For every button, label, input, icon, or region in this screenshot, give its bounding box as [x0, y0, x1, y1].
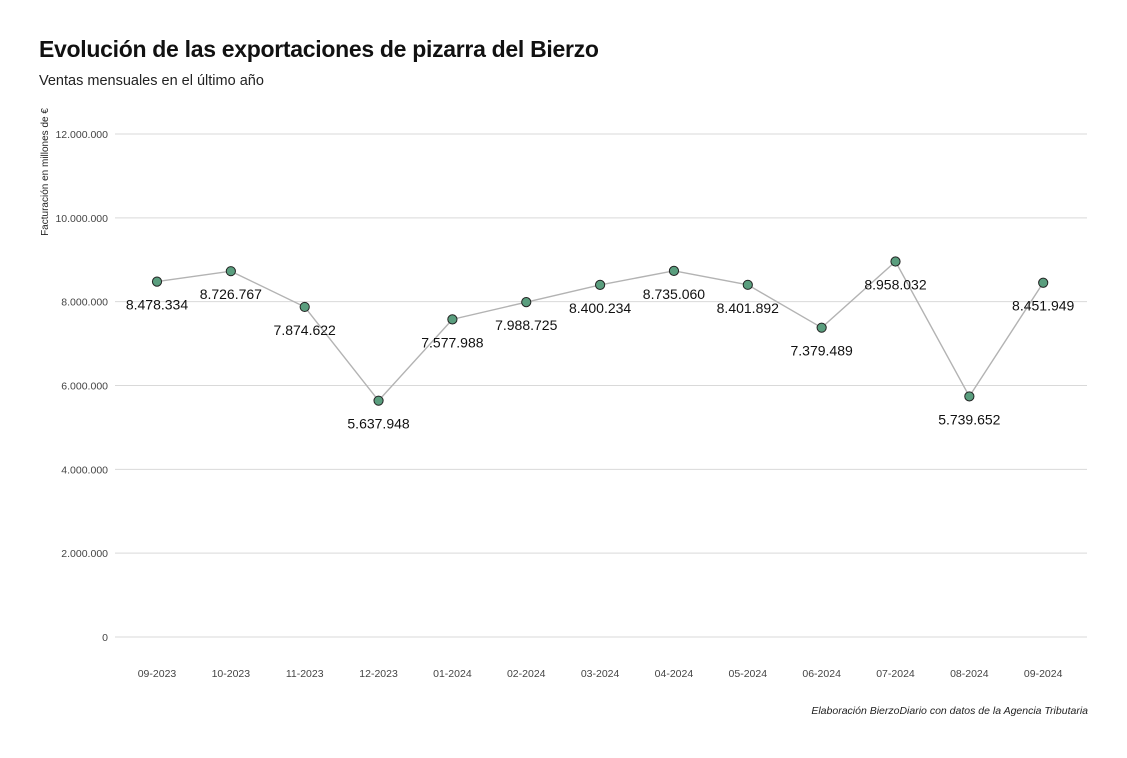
data-point: [890, 256, 901, 267]
x-tick-label: 06-2024: [802, 668, 841, 680]
data-labels: 8.478.334 8.726.767 7.874.622 5.637.948 7.57…: [126, 277, 1075, 432]
y-tick-label: 4.000.000: [61, 464, 108, 476]
source-caption: Elaboración BierzoDiario con datos de la…: [811, 705, 1088, 717]
data-point: [964, 391, 975, 402]
x-tick-label: 07-2024: [876, 668, 915, 680]
data-label: 8.401.892: [717, 300, 779, 316]
x-tick-label: 10-2023: [212, 668, 251, 680]
y-axis-ticks: 0 2.000.000 4.000.000 6.000.000 8.000.000 10.…: [55, 129, 108, 644]
x-axis-ticks: 09-2023 10-2023 11-2023 12-2023 01-2024 02-20…: [138, 668, 1063, 680]
x-tick-label: 02-2024: [507, 668, 546, 680]
data-point: [225, 266, 236, 277]
y-tick-label: 0: [102, 632, 108, 644]
data-point: [1038, 277, 1049, 288]
data-label: 8.735.060: [643, 286, 705, 302]
x-tick-label: 03-2024: [581, 668, 620, 680]
x-tick-label: 12-2023: [359, 668, 398, 680]
x-tick-label: 04-2024: [655, 668, 694, 680]
y-axis-label: Facturación en millones de €: [40, 108, 51, 236]
data-label: 8.400.234: [569, 300, 631, 316]
data-point: [742, 279, 753, 290]
data-label: 5.739.652: [938, 411, 1000, 427]
x-tick-label: 05-2024: [729, 668, 768, 680]
y-tick-label: 6.000.000: [61, 381, 108, 393]
data-point: [373, 395, 384, 406]
data-point: [595, 279, 606, 290]
data-label: 8.726.767: [200, 286, 262, 302]
y-tick-label: 10.000.000: [55, 213, 108, 225]
data-label: 7.988.725: [495, 317, 557, 333]
data-label: 5.637.948: [347, 416, 409, 432]
data-label: 7.379.489: [791, 343, 853, 359]
data-point: [151, 276, 163, 287]
y-tick-label: 2.000.000: [61, 548, 108, 560]
data-point: [521, 297, 532, 308]
chart-title: Evolución de las exportaciones de pizarr…: [39, 36, 599, 62]
x-tick-label: 09-2024: [1024, 668, 1063, 680]
y-tick-label: 8.000.000: [61, 297, 108, 309]
chart-subtitle: Ventas mensuales en el último año: [39, 73, 264, 89]
data-point: [668, 265, 680, 276]
x-tick-label: 08-2024: [950, 668, 989, 680]
data-label: 8.958.032: [864, 277, 926, 293]
data-point: [299, 301, 310, 313]
x-tick-label: 09-2023: [138, 668, 177, 680]
x-tick-label: 01-2024: [433, 668, 472, 680]
data-point: [816, 322, 827, 333]
data-label: 8.478.334: [126, 297, 188, 313]
x-tick-label: 11-2023: [286, 668, 324, 680]
data-points: [151, 256, 1049, 406]
data-point: [447, 314, 458, 325]
data-label: 7.577.988: [421, 334, 483, 350]
data-label: 7.874.622: [274, 322, 336, 338]
data-label: 8.451.949: [1012, 298, 1074, 314]
gridlines: [115, 133, 1087, 638]
y-tick-label: 12.000.000: [55, 129, 108, 141]
